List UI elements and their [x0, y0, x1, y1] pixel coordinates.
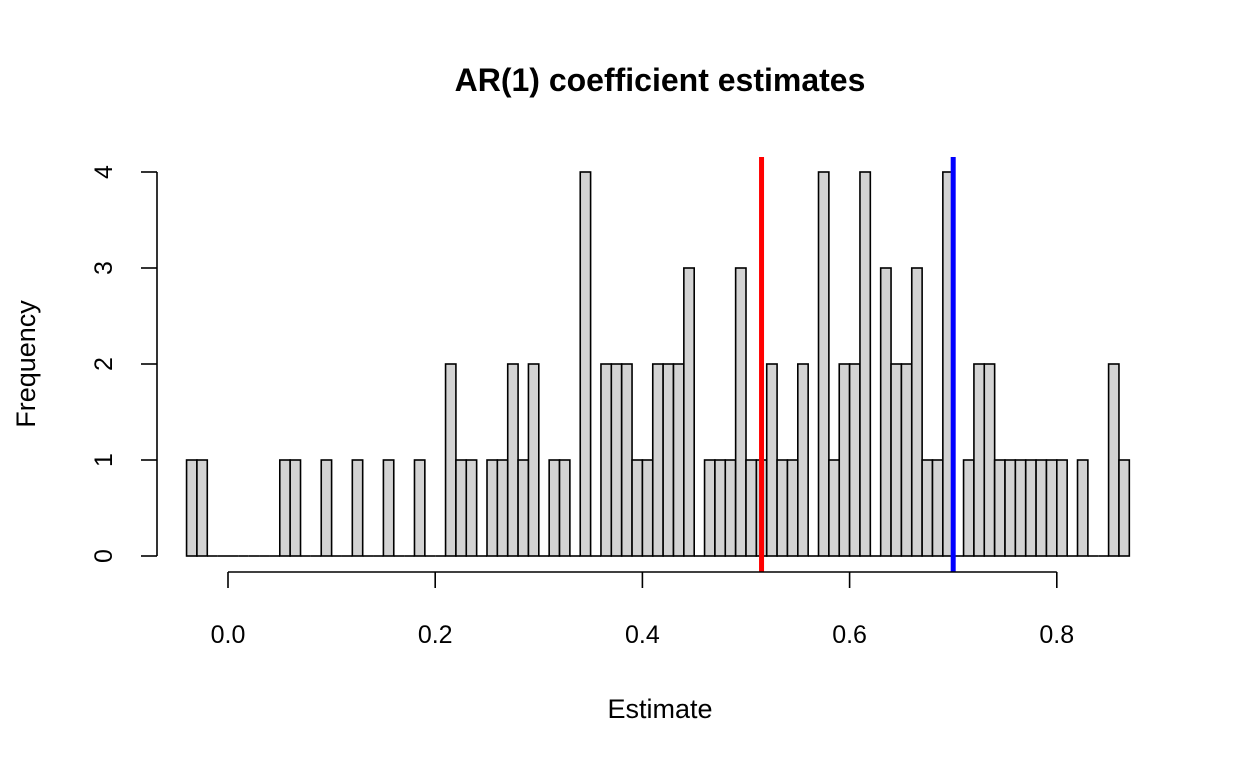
y-tick-label: 0 — [90, 549, 118, 563]
y-axis-label: Frequency — [11, 300, 41, 428]
histogram-bar — [910, 267, 923, 557]
y-tick-label: 4 — [90, 165, 118, 179]
histogram-bar — [620, 363, 633, 557]
histogram-bar — [548, 459, 561, 557]
histogram-bar — [859, 171, 872, 557]
histogram-bar — [931, 459, 944, 557]
histogram-bar — [1035, 459, 1048, 557]
histogram-bar — [838, 363, 851, 557]
y-tick-label: 2 — [90, 357, 118, 371]
histogram-bar — [1024, 459, 1037, 557]
histogram-bar — [786, 459, 799, 557]
histogram-bar — [1014, 459, 1027, 557]
chart-title: AR(1) coefficient estimates — [455, 62, 866, 98]
histogram-bar — [486, 459, 499, 557]
histogram-bar — [1056, 459, 1068, 557]
x-tick-label: 0.8 — [1039, 621, 1074, 649]
histogram-bar — [1076, 459, 1089, 557]
histogram-bar — [900, 363, 913, 557]
histogram-bar — [921, 459, 934, 557]
histogram-bar — [185, 459, 198, 557]
x-tick-label: 0.4 — [625, 621, 660, 649]
histogram-bar — [672, 363, 685, 557]
y-tick-label: 3 — [90, 261, 118, 275]
histogram-bar — [610, 363, 623, 557]
x-tick-label: 0.6 — [832, 621, 867, 649]
histogram-bar — [993, 459, 1006, 557]
histogram-bar — [413, 459, 426, 557]
histogram-bar — [817, 171, 830, 557]
reference-lines — [759, 157, 956, 572]
histogram-bar — [517, 459, 530, 557]
histogram-bar — [828, 459, 841, 557]
histogram-bar — [455, 459, 468, 557]
x-tick-label: 0.2 — [418, 621, 453, 649]
histogram-bar — [973, 363, 986, 557]
histogram-bar — [641, 459, 654, 557]
histogram-bar — [496, 459, 509, 557]
histogram-bar — [703, 459, 716, 557]
histogram-bar — [765, 363, 778, 557]
histogram-bar — [734, 267, 747, 557]
histogram-bar — [465, 459, 478, 557]
bars-layer — [185, 171, 1131, 557]
histogram-bar — [1107, 363, 1120, 557]
histogram-bar — [1045, 459, 1058, 557]
histogram-bar — [631, 459, 644, 557]
histogram-bar — [662, 363, 675, 557]
histogram-bar — [796, 363, 809, 557]
x-axis-label: Estimate — [607, 694, 712, 724]
histogram-bar — [196, 459, 209, 557]
histogram-bar — [683, 267, 696, 557]
histogram-bar — [278, 459, 291, 557]
histogram-bar — [558, 459, 571, 557]
histogram-bar — [320, 459, 333, 557]
x-tick-label: 0.0 — [211, 621, 246, 649]
histogram-bar — [444, 363, 457, 557]
histogram-bar — [962, 459, 975, 557]
histogram-bar — [848, 363, 861, 557]
y-tick-label: 1 — [90, 453, 118, 467]
histogram-bar — [579, 171, 592, 557]
histogram-bar — [1004, 459, 1017, 557]
x-axis: 0.0 0.2 0.4 0.6 0.8 — [211, 571, 1074, 649]
histogram-bar — [745, 459, 758, 557]
histogram-bar — [527, 363, 540, 557]
histogram-bar — [651, 363, 664, 557]
histogram-bar — [714, 459, 727, 557]
histogram-bar — [776, 459, 789, 557]
histogram-bar — [351, 459, 364, 557]
histogram-bar — [983, 363, 996, 557]
histogram-bar — [1118, 459, 1131, 557]
histogram-bar — [879, 267, 892, 557]
histogram-bar — [890, 363, 903, 557]
histogram-bar — [289, 459, 302, 557]
y-axis: 0 1 2 3 4 — [90, 165, 158, 563]
histogram-bar — [724, 459, 737, 557]
histogram-bar — [600, 363, 613, 557]
histogram-bar — [382, 459, 395, 557]
histogram-bar — [506, 363, 519, 557]
